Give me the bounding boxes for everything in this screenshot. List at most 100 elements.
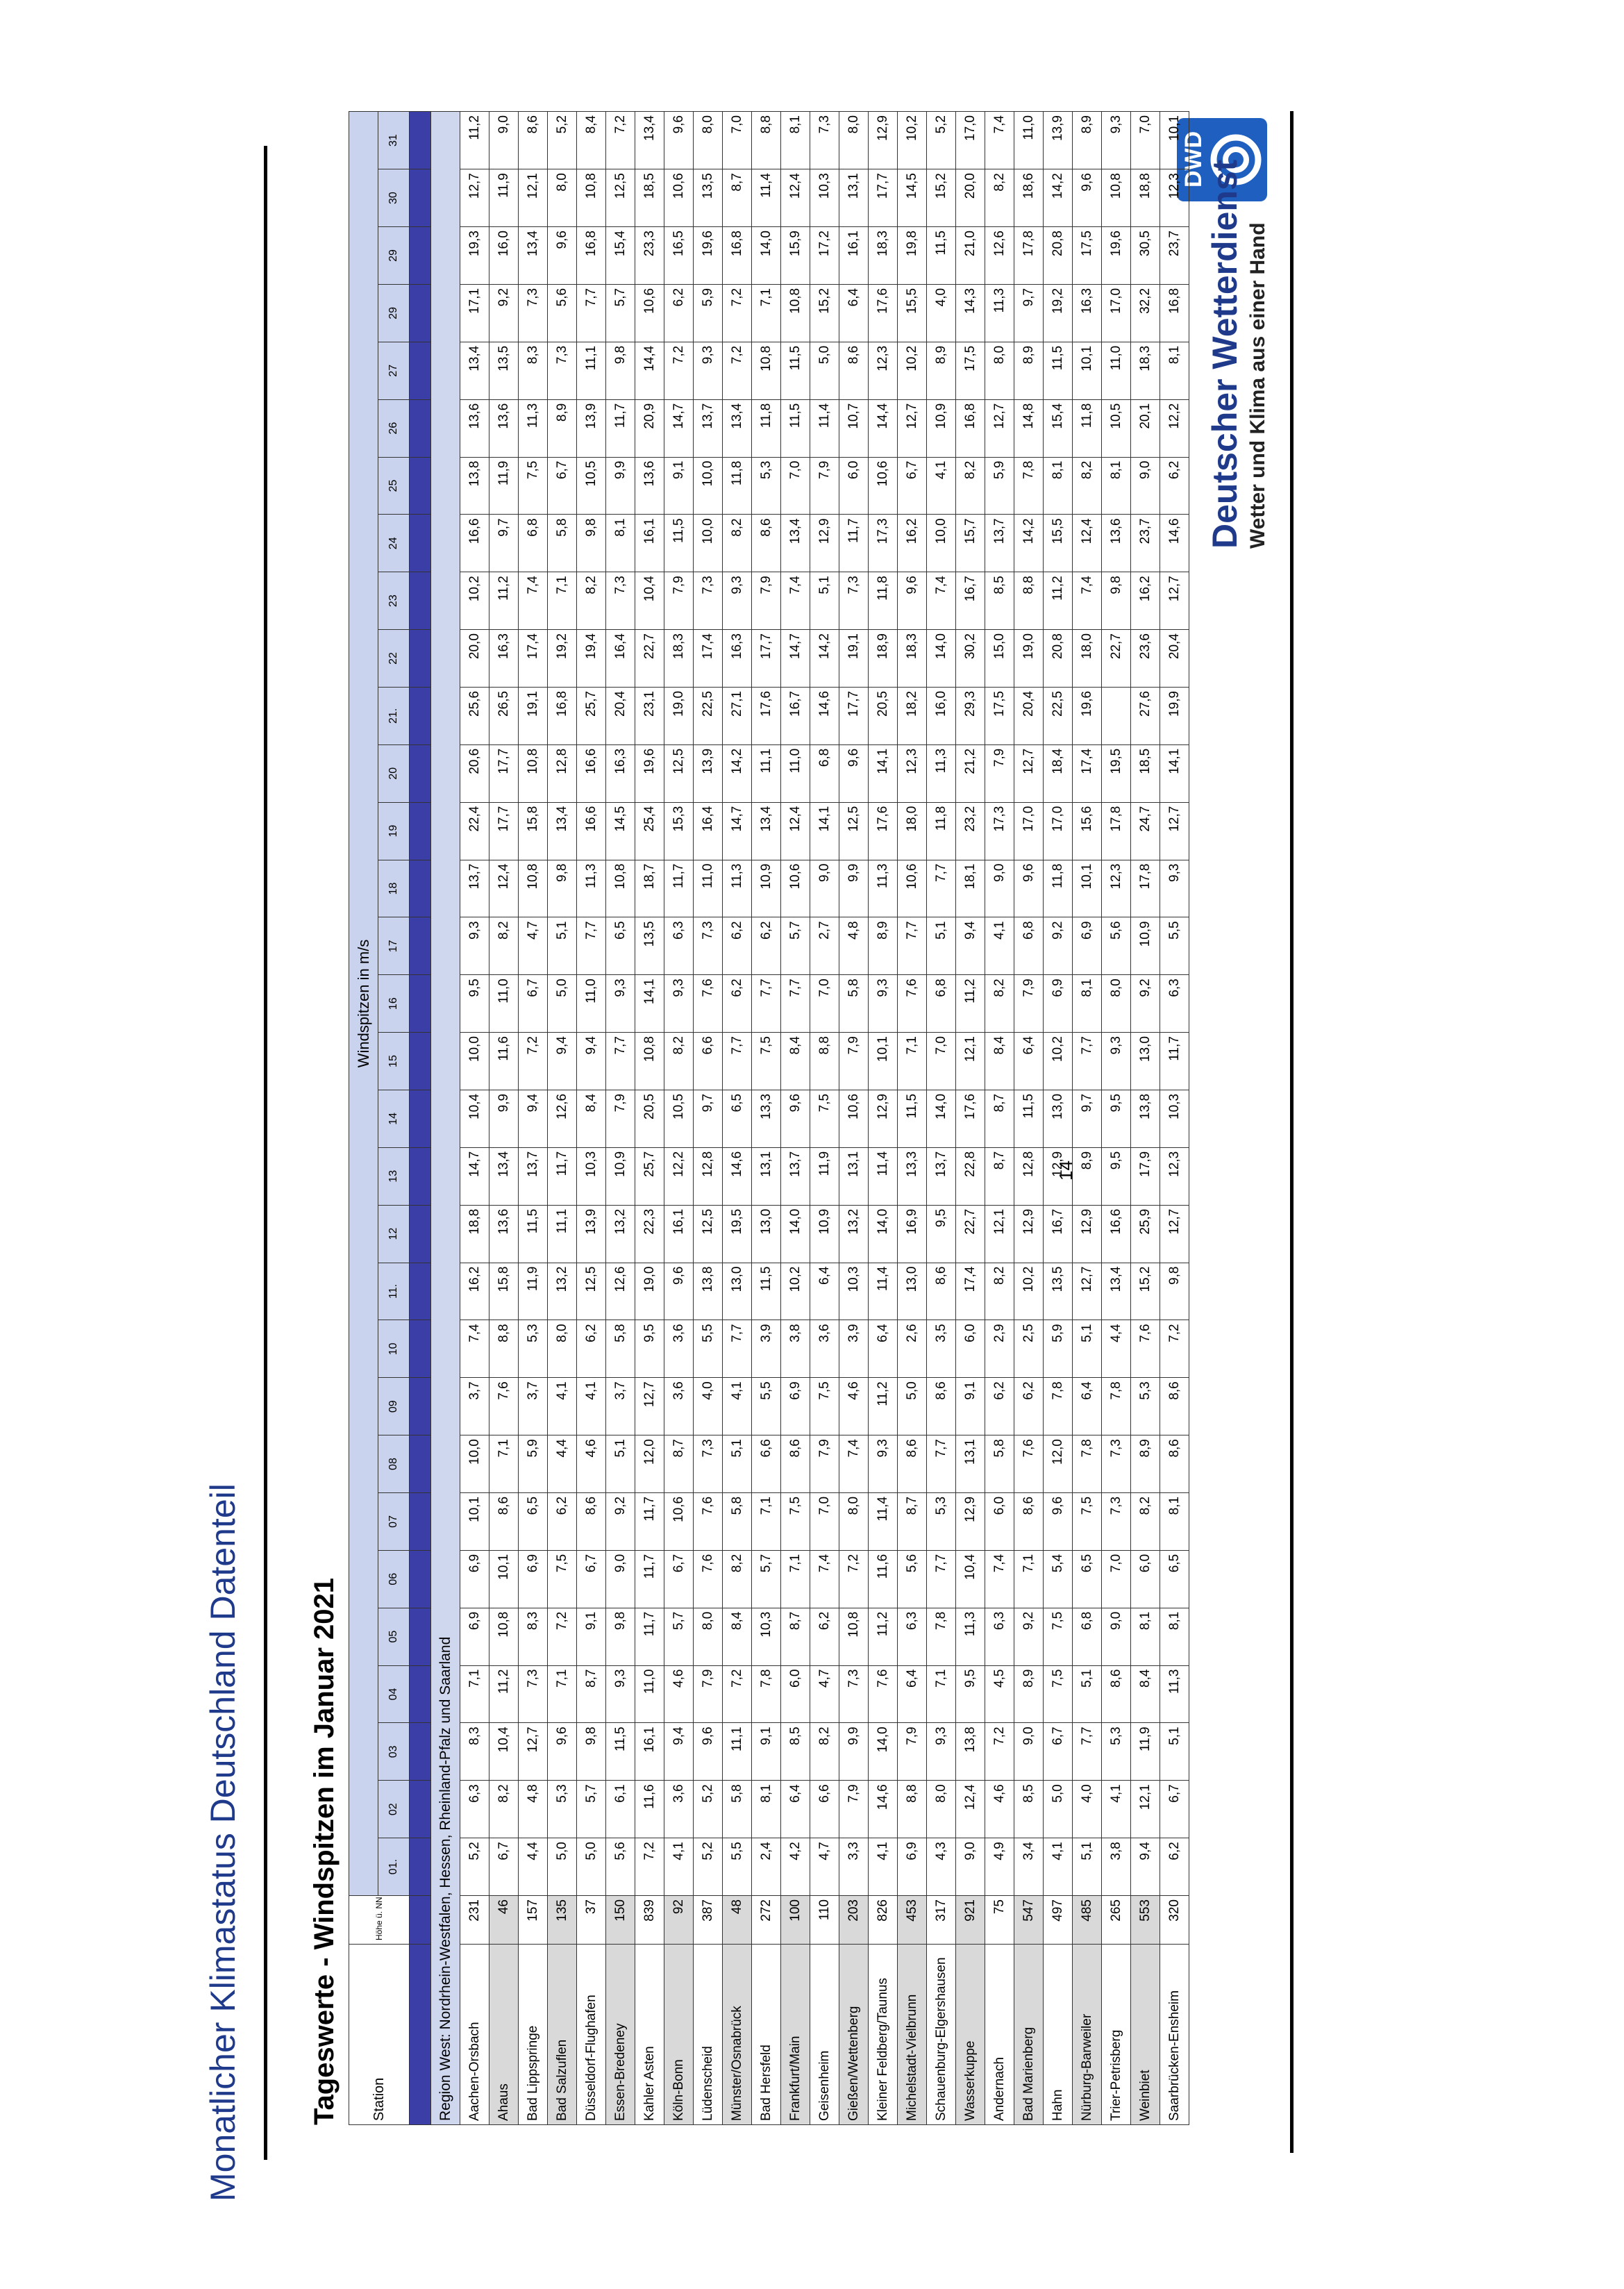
wind-value: 6,4 — [839, 284, 869, 342]
station-name: Andernach — [985, 1944, 1014, 2125]
wind-value: 6,9 — [780, 1377, 810, 1435]
header-bar — [409, 226, 431, 285]
wind-value: 7,5 — [1043, 1608, 1073, 1666]
wind-value: 17,6 — [751, 687, 781, 745]
wind-value: 7,2 — [839, 1550, 869, 1608]
wind-value: 9,7 — [1072, 1090, 1102, 1148]
wind-value: 7,2 — [1160, 1320, 1189, 1378]
wind-value: 13,7 — [518, 1147, 548, 1206]
wind-value: 4,5 — [985, 1665, 1014, 1723]
wind-value: 11,2 — [955, 974, 985, 1033]
wind-value: 5,5 — [693, 1320, 723, 1378]
wind-value: 16,0 — [489, 226, 519, 285]
wind-value: 19,2 — [1043, 284, 1073, 342]
wind-value: 7,0 — [810, 974, 839, 1033]
wind-value: 12,8 — [693, 1147, 723, 1206]
wind-value: 11,0 — [489, 974, 519, 1033]
wind-value: 18,0 — [1072, 629, 1102, 688]
wind-value: 7,3 — [810, 111, 839, 169]
wind-value: 4,7 — [518, 917, 548, 975]
header-bar — [409, 1090, 431, 1148]
station-height: 135 — [547, 1895, 577, 1945]
wind-value: 8,7 — [985, 1147, 1014, 1206]
wind-value: 20,6 — [460, 744, 489, 803]
wind-value: 13,1 — [955, 1435, 985, 1493]
wind-value: 10,6 — [897, 860, 927, 917]
wind-value: 14,7 — [780, 629, 810, 688]
wind-value: 7,8 — [1072, 1435, 1102, 1493]
left-rule — [264, 146, 267, 2160]
wind-value: 11,9 — [489, 457, 519, 515]
wind-value: 11,6 — [635, 1780, 664, 1838]
wind-value: 6,5 — [605, 917, 635, 975]
wind-value: 8,0 — [839, 111, 869, 169]
wind-value: 14,0 — [868, 1722, 898, 1781]
wind-value: 18,8 — [1130, 169, 1160, 227]
wind-value: 18,8 — [460, 1205, 489, 1263]
wind-value: 18,0 — [897, 802, 927, 860]
wind-value: 17,6 — [868, 284, 898, 342]
wind-value: 10,8 — [518, 860, 548, 917]
wind-value — [1101, 687, 1131, 745]
wind-value: 14,4 — [635, 342, 664, 400]
wind-value: 30,2 — [955, 629, 985, 688]
wind-value: 7,7 — [926, 860, 956, 917]
wind-value: 7,7 — [926, 1550, 956, 1608]
wind-value: 7,6 — [693, 1492, 723, 1551]
table-row: Hahn 497 4,1 5,0 6,7 7,5 7,5 5,4 9,6 12,0 7,8 5,9 13… — [1043, 111, 1073, 2125]
wind-value: 9,4 — [518, 1090, 548, 1148]
wind-value: 18,7 — [635, 860, 664, 917]
wind-value: 6,9 — [518, 1550, 548, 1608]
wind-value: 10,2 — [897, 111, 927, 169]
wind-value: 16,4 — [693, 802, 723, 860]
wind-value: 6,2 — [576, 1320, 606, 1378]
wind-value: 7,4 — [985, 111, 1014, 169]
wind-value: 11,7 — [547, 1147, 577, 1206]
wind-value: 17,7 — [839, 687, 869, 745]
station-name: Münster/Osnabrück — [722, 1944, 752, 2125]
wind-value: 19,0 — [1014, 629, 1044, 688]
wind-value: 9,3 — [722, 572, 752, 630]
wind-value: 5,6 — [547, 284, 577, 342]
wind-value: 22,7 — [1101, 629, 1131, 688]
wind-value: 8,7 — [664, 1435, 694, 1493]
wind-value: 9,4 — [547, 1032, 577, 1090]
wind-value: 7,9 — [605, 1090, 635, 1148]
wind-value: 4,1 — [576, 1377, 606, 1435]
wind-value: 9,1 — [664, 457, 694, 515]
wind-value: 20,8 — [1043, 629, 1073, 688]
wind-value: 8,4 — [1130, 1665, 1160, 1723]
wind-value: 16,4 — [605, 629, 635, 688]
wind-value: 9,8 — [605, 342, 635, 400]
wind-value: 6,3 — [897, 1608, 927, 1666]
station-height: 150 — [605, 1895, 635, 1945]
wind-value: 15,9 — [780, 226, 810, 285]
wind-value: 6,9 — [1072, 917, 1102, 975]
wind-value: 17,5 — [1072, 226, 1102, 285]
station-name: Gießen/Wettenberg — [839, 1944, 869, 2125]
wind-value: 17,9 — [1130, 1147, 1160, 1206]
wind-value: 7,2 — [518, 1032, 548, 1090]
wind-value: 18,5 — [635, 169, 664, 227]
wind-value: 8,1 — [1130, 1608, 1160, 1666]
wind-value: 6,5 — [518, 1492, 548, 1551]
wind-value: 12,7 — [1014, 744, 1044, 803]
wind-value: 8,1 — [1072, 974, 1102, 1033]
wind-value: 8,8 — [489, 1320, 519, 1378]
wind-value: 16,2 — [897, 514, 927, 572]
wind-value: 11,5 — [780, 342, 810, 400]
station-height: 46 — [489, 1895, 519, 1945]
wind-value: 9,4 — [1130, 1838, 1160, 1896]
wind-value: 17,8 — [1130, 860, 1160, 917]
wind-value: 2,9 — [985, 1320, 1014, 1378]
wind-value: 7,0 — [780, 457, 810, 515]
wind-value: 4,4 — [547, 1435, 577, 1493]
day-header: 23 — [378, 572, 410, 630]
wind-value: 11,5 — [1014, 1090, 1044, 1148]
wind-value: 20,8 — [1043, 226, 1073, 285]
wind-value: 10,9 — [605, 1147, 635, 1206]
wind-value: 6,0 — [1130, 1550, 1160, 1608]
wind-value: 4,1 — [1043, 1838, 1073, 1896]
wind-value: 14,0 — [926, 629, 956, 688]
wind-value: 2,6 — [897, 1320, 927, 1378]
